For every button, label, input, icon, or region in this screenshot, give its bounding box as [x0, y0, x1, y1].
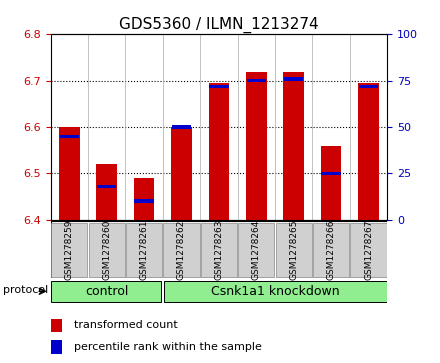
Bar	[359, 85, 378, 88]
Bar	[134, 200, 154, 203]
Bar	[96, 164, 117, 220]
Text: GSM1278265: GSM1278265	[289, 219, 298, 280]
Bar	[164, 223, 199, 277]
Bar	[51, 319, 62, 332]
Bar	[134, 178, 154, 220]
Bar	[246, 79, 266, 82]
Text: GSM1278263: GSM1278263	[214, 219, 224, 280]
Bar	[276, 223, 312, 277]
Text: GSM1278266: GSM1278266	[326, 219, 336, 280]
Bar	[238, 223, 274, 277]
Bar	[97, 185, 117, 188]
Bar	[209, 85, 229, 88]
Bar	[321, 146, 341, 220]
Text: control: control	[85, 285, 128, 298]
Text: transformed count: transformed count	[74, 321, 178, 330]
Bar	[59, 127, 80, 220]
Bar	[164, 281, 387, 302]
Text: GSM1278259: GSM1278259	[65, 219, 74, 280]
Bar	[172, 126, 191, 129]
Bar	[358, 83, 379, 220]
Text: percentile rank within the sample: percentile rank within the sample	[74, 342, 262, 352]
Title: GDS5360 / ILMN_1213274: GDS5360 / ILMN_1213274	[119, 17, 319, 33]
Bar	[51, 221, 387, 278]
Text: protocol: protocol	[3, 285, 48, 295]
Text: GSM1278264: GSM1278264	[252, 219, 261, 280]
Bar	[51, 281, 161, 302]
Bar	[246, 72, 267, 220]
Bar	[283, 72, 304, 220]
Text: Csnk1a1 knockdown: Csnk1a1 knockdown	[211, 285, 339, 298]
Bar	[209, 83, 229, 220]
Bar	[284, 77, 304, 81]
Bar	[351, 223, 386, 277]
Text: GSM1278267: GSM1278267	[364, 219, 373, 280]
Text: GSM1278260: GSM1278260	[102, 219, 111, 280]
Bar	[313, 223, 349, 277]
Bar	[89, 223, 125, 277]
Text: GSM1278262: GSM1278262	[177, 219, 186, 280]
Bar	[51, 340, 62, 354]
Bar	[171, 127, 192, 220]
Text: GSM1278261: GSM1278261	[139, 219, 149, 280]
Bar	[59, 135, 79, 138]
Bar	[126, 223, 162, 277]
Bar	[201, 223, 237, 277]
Bar	[51, 223, 87, 277]
Bar	[321, 172, 341, 175]
